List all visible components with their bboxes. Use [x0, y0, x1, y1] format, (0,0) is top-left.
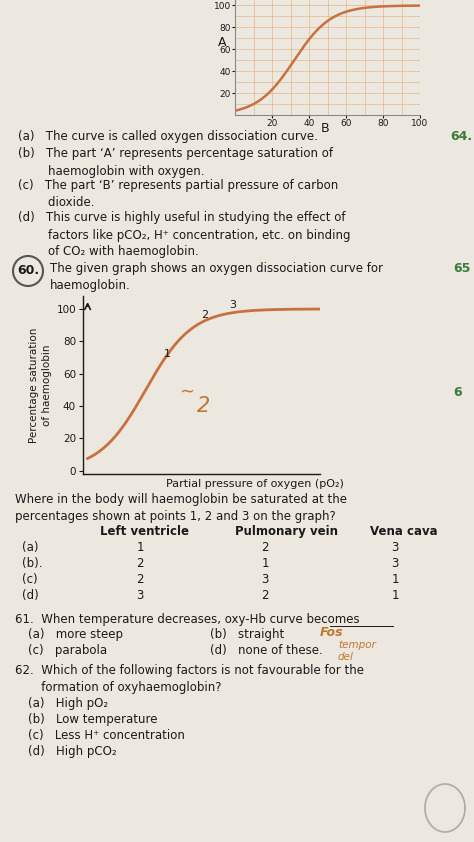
- Text: B: B: [321, 122, 329, 135]
- Text: (c)   Less H⁺ concentration: (c) Less H⁺ concentration: [28, 729, 185, 742]
- Text: (b)   The part ‘A’ represents percentage saturation of
        haemoglobin with : (b) The part ‘A’ represents percentage s…: [18, 147, 333, 178]
- Text: 1: 1: [391, 589, 399, 602]
- Text: 3: 3: [261, 573, 269, 586]
- Text: 61.  When temperature decreases, oxy-Hb curve becomes: 61. When temperature decreases, oxy-Hb c…: [15, 613, 360, 626]
- Text: (d): (d): [22, 589, 39, 602]
- Text: 60.: 60.: [17, 264, 39, 278]
- Text: 1: 1: [136, 541, 144, 554]
- Text: (d)   This curve is highly useful in studying the effect of
        factors like: (d) This curve is highly useful in study…: [18, 211, 350, 258]
- Text: 1: 1: [164, 349, 171, 360]
- Text: 2: 2: [136, 573, 144, 586]
- Text: (d)   none of these.: (d) none of these.: [210, 644, 323, 657]
- Text: (d)   High pCO₂: (d) High pCO₂: [28, 745, 117, 758]
- Text: (a)   The curve is called oxygen dissociation curve.: (a) The curve is called oxygen dissociat…: [18, 130, 318, 143]
- Text: 2: 2: [201, 311, 209, 321]
- Text: tempor
del: tempor del: [338, 640, 376, 663]
- Text: (a)   High pO₂: (a) High pO₂: [28, 697, 108, 710]
- Text: 2: 2: [261, 541, 269, 554]
- Text: Left ventricle: Left ventricle: [100, 525, 189, 538]
- Text: 3: 3: [229, 301, 237, 311]
- Text: (a)   more steep: (a) more steep: [28, 628, 123, 641]
- Text: 6: 6: [453, 386, 462, 399]
- Text: (a): (a): [22, 541, 38, 554]
- Text: The given graph shows an oxygen dissociation curve for
haemoglobin.: The given graph shows an oxygen dissocia…: [50, 262, 383, 292]
- Text: 3: 3: [392, 541, 399, 554]
- Text: Where in the body will haemoglobin be saturated at the
percentages shown at poin: Where in the body will haemoglobin be sa…: [15, 493, 347, 523]
- Text: $\sim$: $\sim$: [176, 381, 194, 399]
- Text: 1: 1: [391, 573, 399, 586]
- Text: A: A: [218, 35, 227, 49]
- Text: (b)   Low temperature: (b) Low temperature: [28, 713, 157, 726]
- Text: (c)   The part ‘B’ represents partial pressure of carbon
        dioxide.: (c) The part ‘B’ represents partial pres…: [18, 179, 338, 210]
- Text: 2: 2: [261, 589, 269, 602]
- Text: 3: 3: [392, 557, 399, 570]
- Text: 2: 2: [197, 396, 210, 416]
- Text: (c)   parabola: (c) parabola: [28, 644, 107, 657]
- Text: Fos: Fos: [320, 626, 344, 639]
- Text: 3: 3: [137, 589, 144, 602]
- Text: Vena cava: Vena cava: [370, 525, 438, 538]
- Text: Pulmonary vein: Pulmonary vein: [235, 525, 338, 538]
- Text: 64.: 64.: [450, 130, 472, 143]
- Text: (b).: (b).: [22, 557, 43, 570]
- Text: 2: 2: [136, 557, 144, 570]
- Text: 65: 65: [453, 262, 470, 275]
- Text: 62.  Which of the following factors is not favourable for the
       formation o: 62. Which of the following factors is no…: [15, 664, 364, 694]
- Text: (c): (c): [22, 573, 37, 586]
- Text: (b)   straight: (b) straight: [210, 628, 284, 641]
- Y-axis label: Percentage saturation
of haemoglobin: Percentage saturation of haemoglobin: [29, 328, 52, 443]
- Text: 1: 1: [261, 557, 269, 570]
- Text: Partial pressure of oxygen (pO₂): Partial pressure of oxygen (pO₂): [166, 479, 344, 489]
